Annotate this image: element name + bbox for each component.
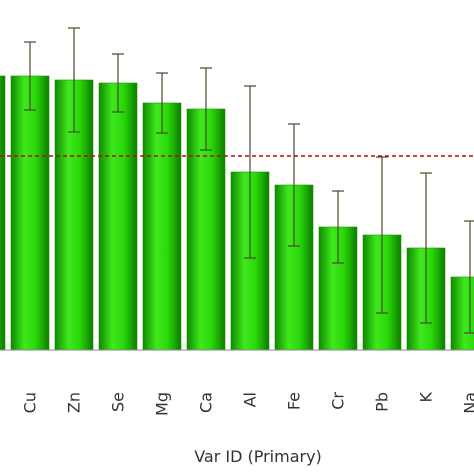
error-bar bbox=[68, 27, 80, 133]
x-tick-label: Pb bbox=[373, 392, 392, 412]
x-tick-label: Na bbox=[461, 392, 474, 414]
x-tick-label: Al bbox=[241, 392, 260, 407]
error-bar bbox=[200, 67, 212, 151]
bar bbox=[142, 102, 182, 351]
bar bbox=[10, 75, 50, 351]
x-tick-label: Se bbox=[109, 392, 128, 412]
error-bar bbox=[112, 53, 124, 113]
error-bar bbox=[288, 123, 300, 247]
error-bar bbox=[156, 72, 168, 134]
x-tick-label: K bbox=[417, 392, 436, 403]
error-bar bbox=[376, 156, 388, 314]
x-tick-label: Zn bbox=[65, 392, 84, 413]
error-bar bbox=[24, 41, 36, 111]
x-tick-label: Ca bbox=[197, 392, 216, 413]
error-bar bbox=[464, 220, 474, 334]
bar bbox=[0, 75, 6, 351]
error-bar bbox=[332, 190, 344, 264]
bar bbox=[98, 82, 138, 351]
error-bar bbox=[244, 85, 256, 259]
x-tick-label: Mg bbox=[153, 392, 172, 416]
x-tick-label: Cu bbox=[21, 392, 40, 413]
x-tick-label: Cr bbox=[329, 392, 348, 410]
x-tick-label: Fe bbox=[285, 392, 304, 410]
x-axis-label: Var ID (Primary) bbox=[194, 447, 322, 466]
error-bar bbox=[420, 172, 432, 324]
